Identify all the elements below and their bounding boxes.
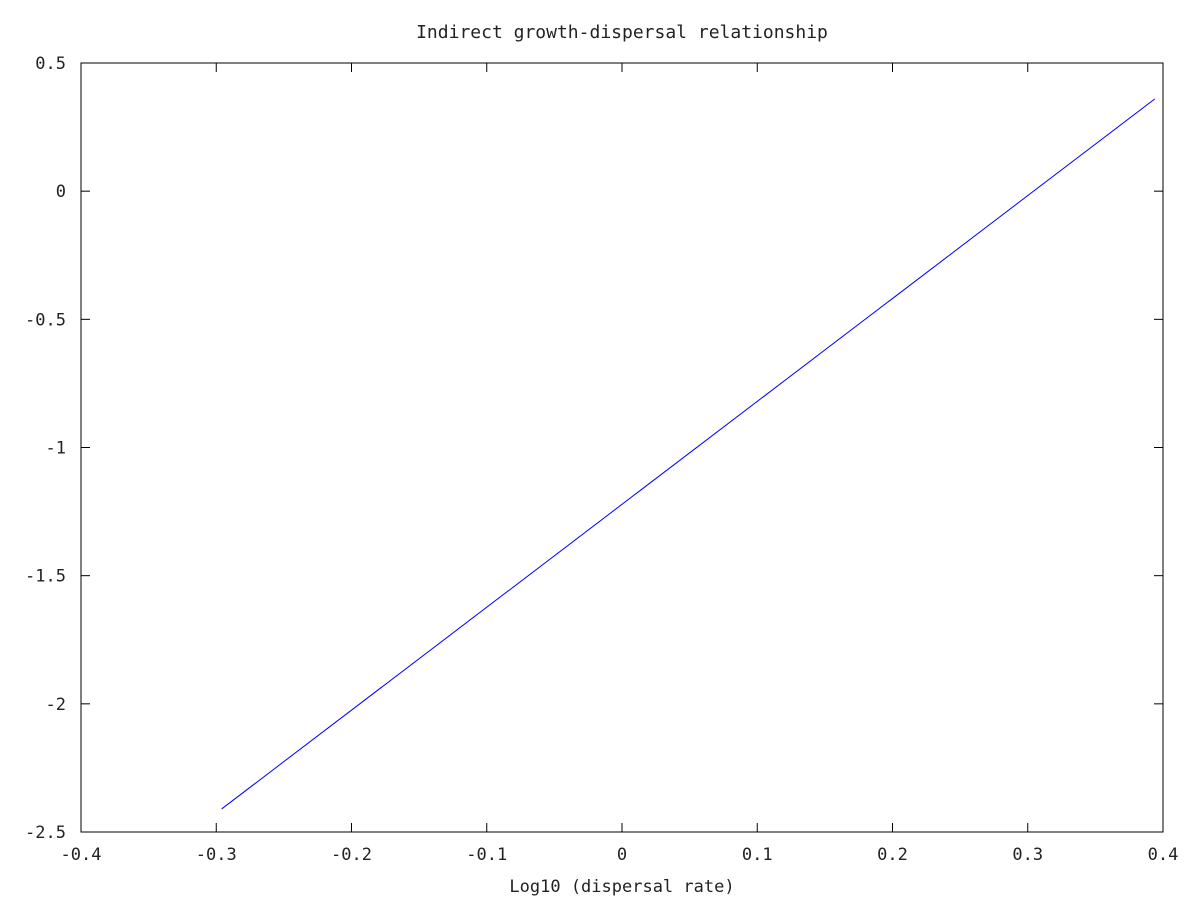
y-tick-label: 0.5 [35,54,66,74]
x-axis-label: Log10 (dispersal rate) [509,877,734,897]
y-tick-label: -1.5 [25,567,66,587]
y-tick-label: 0 [56,182,66,202]
y-tick-label: -1 [46,439,66,459]
series-line-1 [221,98,1156,810]
x-tick-label: -0.1 [466,845,507,865]
labels-layer: -0.4 -0.3 -0.2 -0.1 0 0.1 0.2 0.3 0.4 0.5 0 -0.5 -1 -… [25,54,1178,865]
ticks-layer [80,62,1164,833]
chart-title: Indirect growth-dispersal relationship [416,22,828,43]
y-tick-label: -2.5 [25,823,66,843]
x-tick-label: 0.1 [742,845,773,865]
x-tick-label: -0.2 [331,845,372,865]
plot-frame [80,62,1164,833]
x-tick-label: 0.4 [1148,845,1179,865]
x-tick-label: 0.3 [1012,845,1043,865]
x-tick-label: -0.4 [61,845,102,865]
series-layer [221,98,1156,810]
y-tick-label: -2 [46,695,66,715]
x-tick-label: 0 [617,845,627,865]
x-tick-label: -0.3 [196,845,237,865]
x-tick-label: 0.2 [877,845,908,865]
y-tick-label: -0.5 [25,310,66,330]
